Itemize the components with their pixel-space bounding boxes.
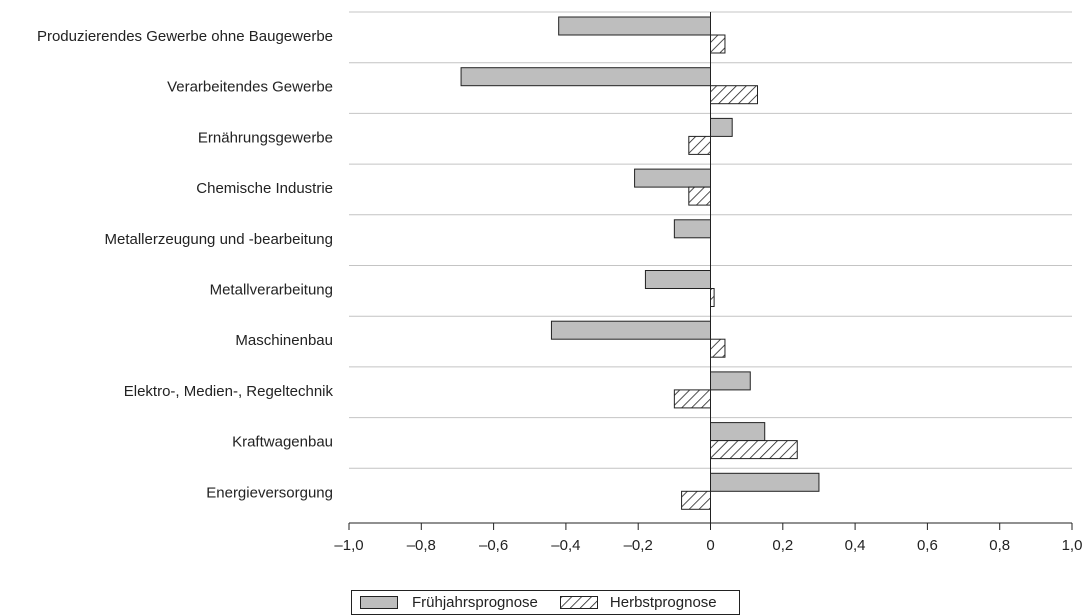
bar-fruehjahrsprognose (634, 168, 712, 188)
bar-fruehjahrsprognose (710, 117, 733, 137)
x-tick-label: –0,2 (624, 537, 653, 554)
legend-swatch-autumn (559, 596, 598, 609)
bar-herbstprognose (673, 389, 711, 409)
x-tick-label: –0,6 (479, 537, 508, 554)
x-tick-label: 0,8 (989, 537, 1010, 554)
bar-herbstprognose (688, 186, 711, 206)
bar-fruehjahrsprognose (644, 270, 711, 289)
bar-herbstprognose (710, 85, 758, 105)
x-tick-label: –0,4 (551, 537, 580, 554)
bar-herbstprognose (681, 490, 712, 510)
bar-chart: –1,0 –0,8 –0,6 –0,4 –0,2 0 0,2 0,4 0,6 0,8 1,0 Pro… (37, 11, 1083, 554)
category-label: Ernährungsgewerbe (198, 129, 333, 146)
legend-item-autumn: Herbstprognose (538, 594, 717, 611)
bar-fruehjahrsprognose (673, 219, 711, 239)
bar-fruehjahrsprognose (710, 422, 766, 442)
category-label: Verarbeitendes Gewerbe (167, 79, 333, 96)
bar-fruehjahrsprognose (558, 16, 711, 36)
x-tick-label: 1,0 (1062, 537, 1083, 554)
category-label: Energieversorgung (206, 484, 333, 501)
bar-herbstprognose (688, 135, 711, 155)
legend-swatch-spring (360, 596, 398, 609)
category-label: Chemische Industrie (196, 180, 333, 197)
category-label: Maschinenbau (235, 332, 333, 349)
bar-fruehjahrsprognose (710, 371, 751, 391)
category-label: Elektro-, Medien-, Regeltechnik (124, 383, 334, 400)
category-label: Produzierendes Gewerbe ohne Baugewerbe (37, 28, 333, 45)
bar-fruehjahrsprognose (550, 320, 711, 340)
bar-fruehjahrsprognose (460, 67, 711, 87)
x-tick-label: 0,4 (845, 537, 866, 554)
bar-fruehjahrsprognose (710, 472, 820, 492)
category-label: Metallverarbeitung (210, 282, 333, 299)
x-tick-label: 0,6 (917, 537, 938, 554)
legend-label-autumn: Herbstprognose (609, 594, 717, 611)
x-tick-label: 0,2 (772, 537, 793, 554)
legend-label-spring: Frühjahrsprognose (412, 594, 538, 611)
bar-herbstprognose (710, 440, 798, 460)
bar-herbstprognose (710, 338, 726, 358)
legend-item-spring: Frühjahrsprognose (352, 594, 538, 611)
category-label: Kraftwagenbau (232, 434, 333, 451)
bar-herbstprognose (710, 288, 715, 307)
bar-herbstprognose (710, 34, 726, 54)
chart-legend: Frühjahrsprognose Herbstprognose (351, 590, 740, 615)
x-tick-label: –1,0 (334, 537, 363, 554)
x-tick-label: –0,8 (407, 537, 436, 554)
category-label: Metallerzeugung und -bearbeitung (105, 231, 334, 248)
x-tick-label: 0 (706, 537, 714, 554)
